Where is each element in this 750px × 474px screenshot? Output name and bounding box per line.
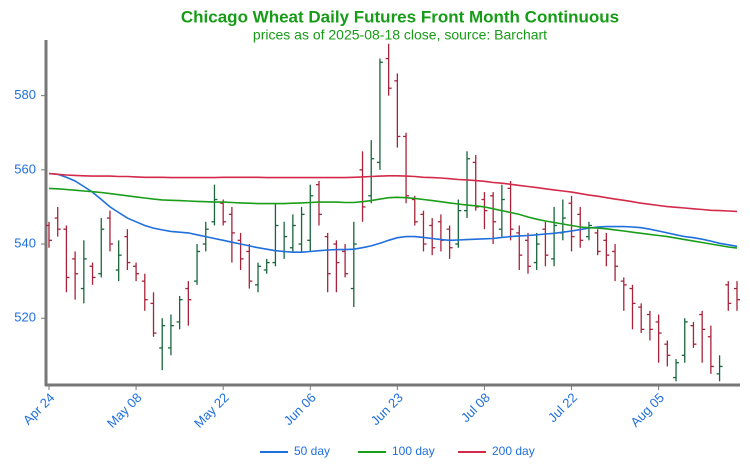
moving-average-line	[48, 172, 738, 213]
y-tick-label: 540	[14, 235, 36, 250]
y-tick-label: 520	[14, 310, 36, 325]
x-tick-label: Jun 06	[281, 390, 319, 428]
chart-title: Chicago Wheat Daily Futures Front Month …	[181, 7, 619, 26]
x-tick-label: Jun 23	[368, 390, 406, 428]
x-tick-label: Aug 05	[627, 390, 667, 430]
x-tick-label: May 22	[191, 390, 232, 431]
moving-average-line	[48, 172, 738, 253]
legend-label: 100 day	[392, 444, 435, 458]
x-tick-label: Jul 22	[545, 390, 580, 425]
x-tick-label: May 08	[104, 390, 145, 431]
y-tick-label: 560	[14, 161, 36, 176]
legend-label: 200 day	[492, 444, 535, 458]
legend-label: 50 day	[294, 444, 330, 458]
moving-average-line	[48, 187, 738, 249]
x-tick-label: Jul 08	[458, 390, 493, 425]
x-tick-label: Apr 24	[20, 390, 58, 428]
chart-subtitle: prices as of 2025-08-18 close, source: B…	[253, 27, 547, 43]
y-tick-label: 580	[14, 87, 36, 102]
